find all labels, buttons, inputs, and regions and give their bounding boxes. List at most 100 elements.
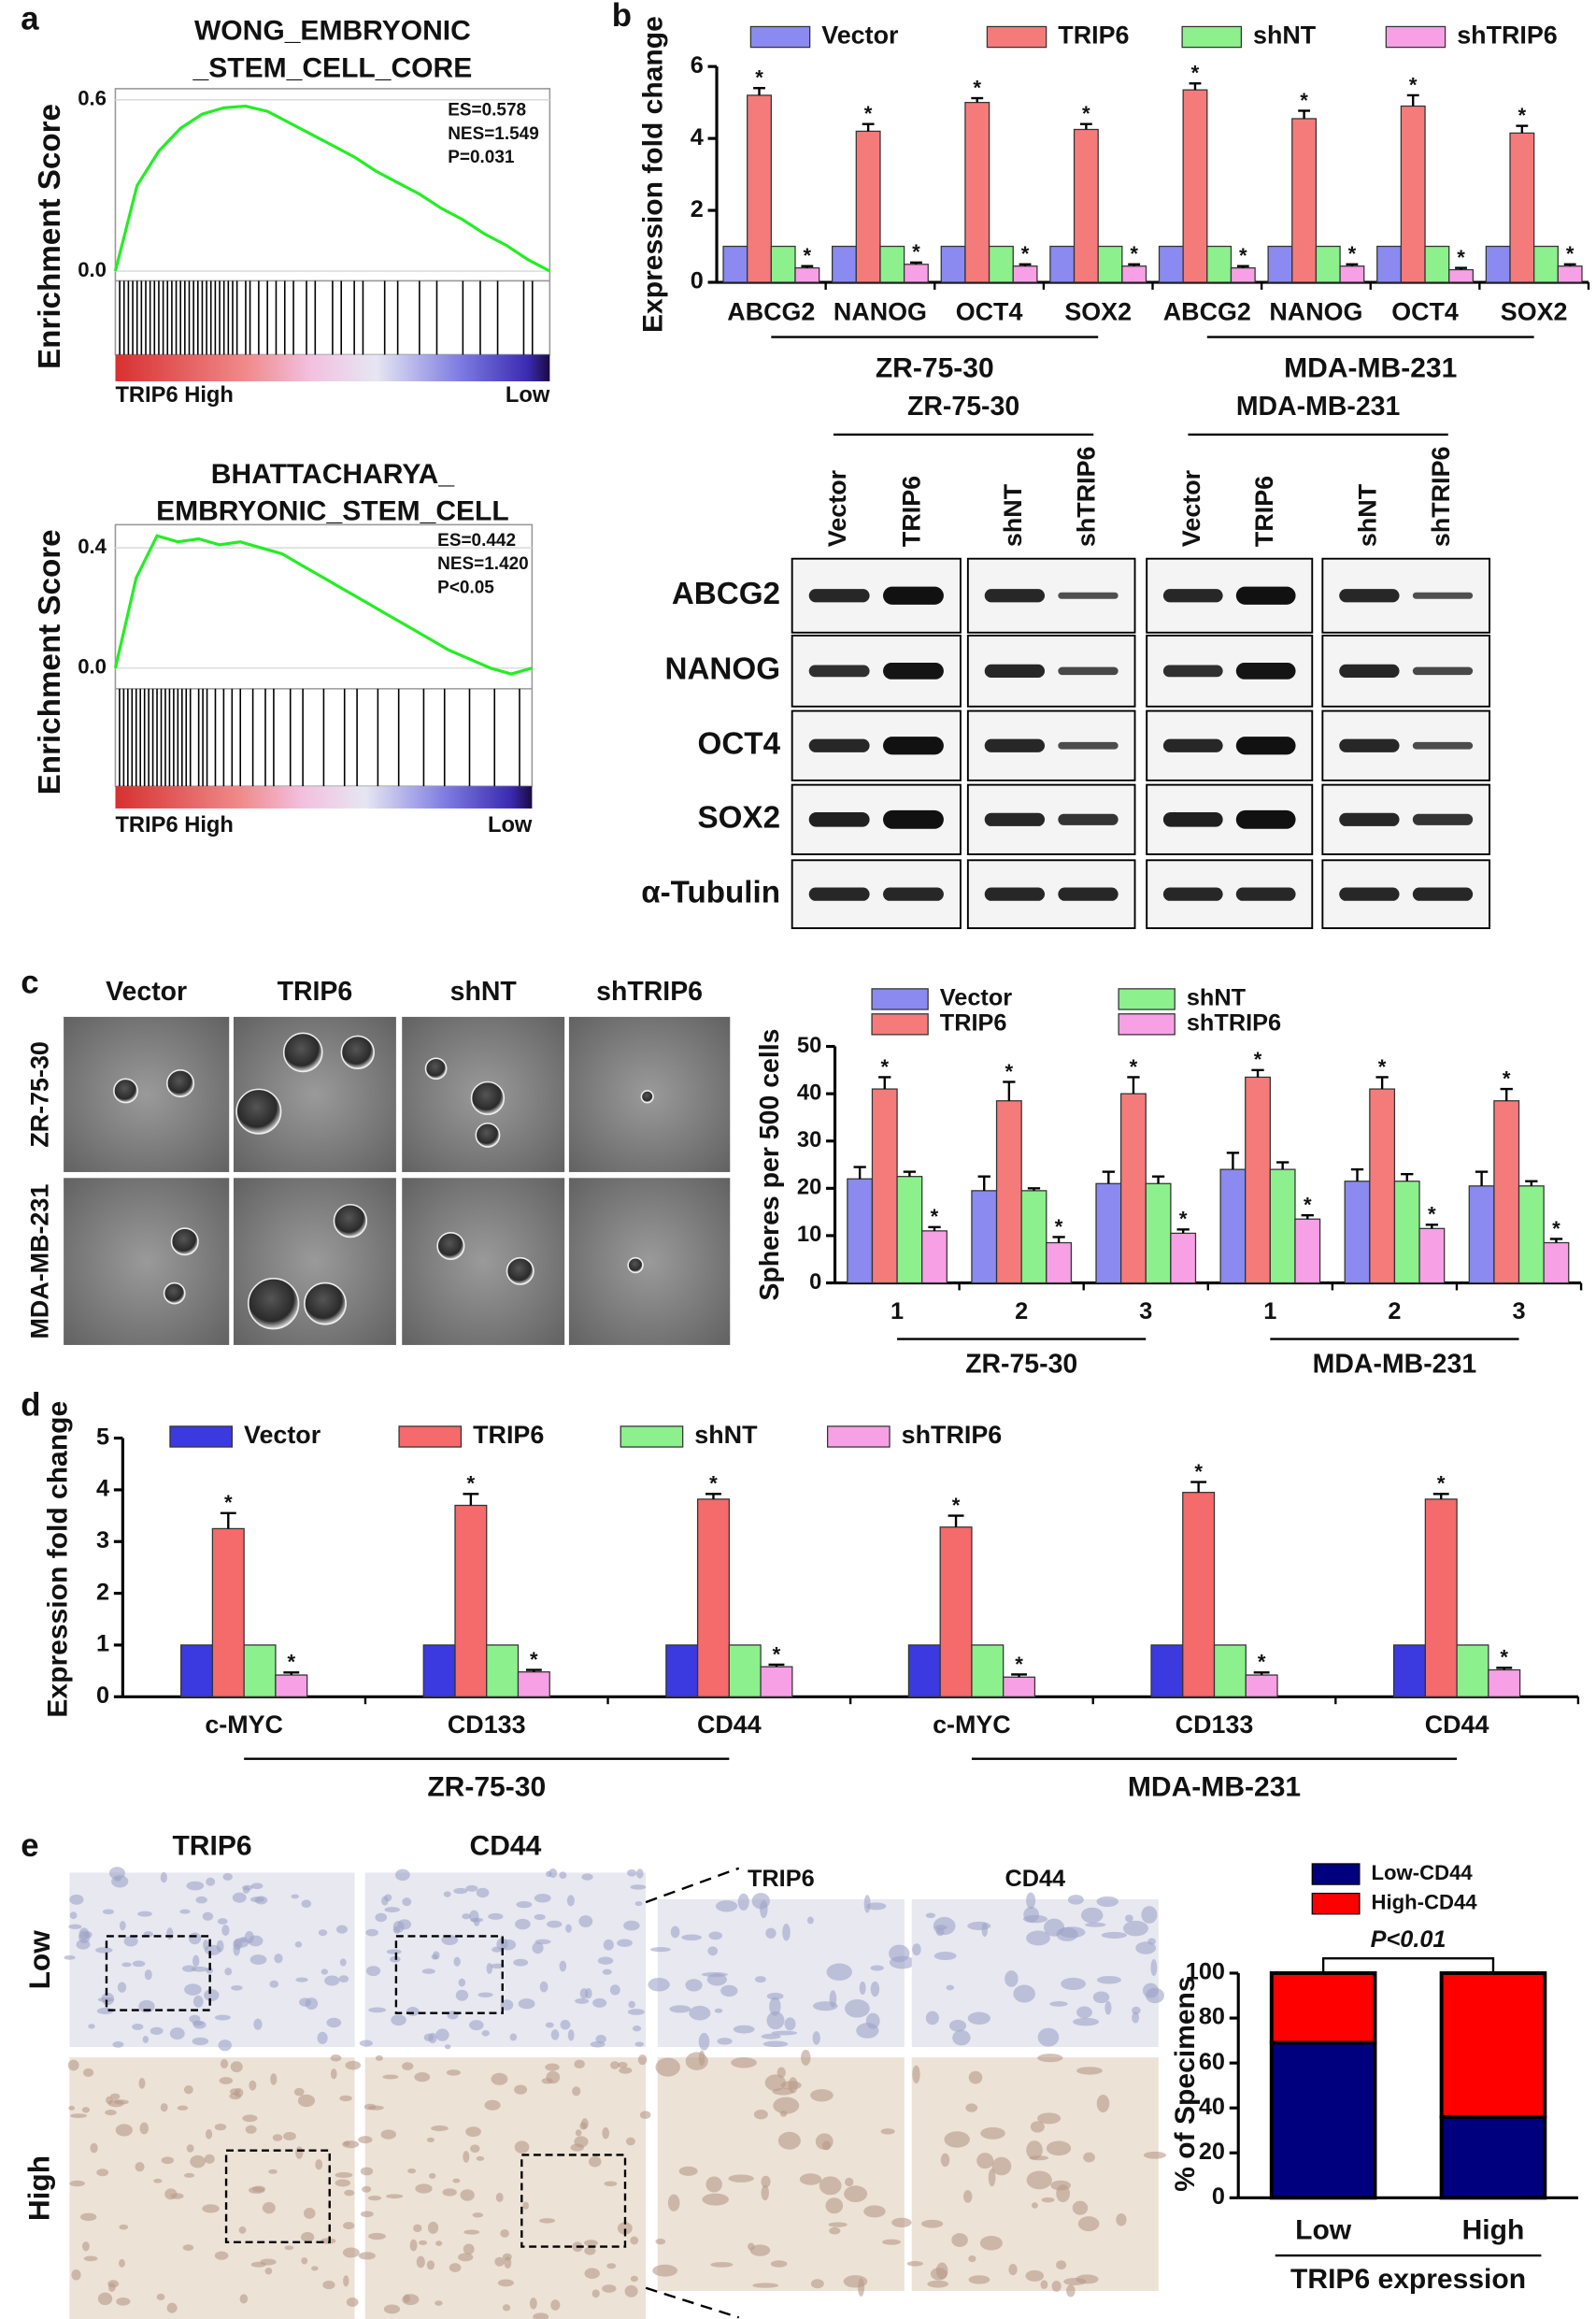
blot-band <box>1412 887 1474 901</box>
significance-marker: * <box>1191 62 1200 85</box>
nucleus <box>301 2257 308 2265</box>
legend-swatch <box>749 25 811 49</box>
nucleus <box>509 2033 518 2041</box>
nucleus <box>604 2181 618 2187</box>
blot-band <box>883 809 944 829</box>
nucleus <box>592 1997 607 2008</box>
nucleus <box>698 2050 705 2066</box>
significance-marker: * <box>1566 242 1575 265</box>
significance-marker: * <box>709 1472 718 1496</box>
nucleus <box>584 2246 596 2255</box>
nucleus <box>443 1891 451 1897</box>
nucleus <box>988 2169 996 2187</box>
blot-band <box>984 738 1046 752</box>
nucleus <box>539 2218 556 2224</box>
x-tick-label: c-MYC <box>933 1711 1011 1739</box>
nucleus <box>416 2255 425 2269</box>
nucleus <box>1073 2017 1099 2026</box>
bar <box>896 1176 923 1284</box>
bar <box>1206 245 1233 283</box>
nucleus <box>423 2033 435 2041</box>
nucleus <box>623 1920 640 1931</box>
nucleus <box>472 2212 484 2218</box>
nucleus <box>575 1997 590 2004</box>
blot-band <box>1412 813 1474 825</box>
significance-marker: * <box>912 240 920 264</box>
significance-marker: * <box>1194 1460 1203 1483</box>
nucleus <box>83 2068 94 2078</box>
bar <box>855 130 881 283</box>
nucleus <box>409 2239 418 2252</box>
x-tick-label: OCT4 <box>1391 297 1459 325</box>
nucleus <box>156 2293 165 2301</box>
nucleus <box>360 2167 374 2176</box>
lane-label: Vector <box>823 469 851 547</box>
nucleus <box>95 1947 113 1954</box>
error-bar <box>977 1175 990 1191</box>
nucleus <box>343 2140 350 2146</box>
nucleus <box>321 1968 329 1975</box>
error-bar <box>1406 93 1419 107</box>
nucleus <box>274 1954 283 1964</box>
protein-label: α-Tubulin <box>641 875 780 909</box>
y-axis-label: Enrichment Score <box>33 529 67 794</box>
nucleus <box>630 2236 639 2245</box>
nucleus <box>132 1960 146 1968</box>
nucleus <box>403 2294 410 2303</box>
nucleus <box>560 2019 571 2030</box>
legend-label: Low-CD44 <box>1372 1861 1474 1884</box>
nucleus <box>343 2275 349 2287</box>
significance-marker: * <box>880 1055 889 1079</box>
nucleus <box>343 2222 355 2230</box>
nucleus <box>1059 1926 1086 1939</box>
error-bar <box>1525 1180 1538 1186</box>
y-tick-label: 10 <box>797 1223 821 1247</box>
nucleus <box>138 2078 146 2089</box>
y-tick-label: 50 <box>797 1034 821 1058</box>
nucleus <box>1025 2269 1045 2282</box>
blot-band <box>1162 665 1223 678</box>
nucleus <box>101 1992 115 2006</box>
nucleus <box>435 2240 443 2246</box>
nucleus <box>581 1873 593 1881</box>
significance-marker: * <box>1300 89 1308 112</box>
error-bar <box>853 1166 866 1180</box>
nucleus <box>1037 2027 1060 2047</box>
nucleus <box>1096 1975 1121 1984</box>
nucleus <box>720 1984 738 1997</box>
y-tick-label: 0 <box>96 1682 109 1709</box>
nucleus <box>906 2261 923 2267</box>
zoom-connector <box>645 1867 740 1904</box>
bar <box>1245 1076 1271 1284</box>
nucleus <box>930 2268 948 2281</box>
y-axis-label: Spheres per 500 cells <box>755 1029 785 1301</box>
nucleus <box>1076 2274 1099 2284</box>
ihc-column-label: CD44 <box>470 1831 542 1862</box>
error-bar <box>1425 1224 1439 1229</box>
bar <box>1291 118 1318 283</box>
error-bar <box>1236 265 1249 268</box>
bar <box>971 1644 1005 1697</box>
nucleus <box>944 2131 970 2148</box>
nucleus <box>670 1925 680 1939</box>
error-bar <box>928 1225 941 1231</box>
nucleus <box>229 2093 242 2100</box>
nucleus <box>655 2057 680 2077</box>
nucleus <box>689 2005 711 2021</box>
nucleus <box>1116 2213 1127 2226</box>
nucleus <box>458 1978 466 1987</box>
error-bar <box>1549 1238 1563 1243</box>
x-tick-label: ABCG2 <box>727 297 815 325</box>
bar <box>760 1666 793 1697</box>
nucleus <box>619 2067 633 2074</box>
bar <box>1369 1088 1396 1284</box>
nucleus <box>685 2052 708 2070</box>
bar <box>1230 266 1256 283</box>
nucleus <box>1083 2152 1095 2163</box>
nucleus <box>239 2294 249 2304</box>
error-bar <box>948 1514 964 1527</box>
y-tick-label: 40 <box>797 1081 821 1105</box>
nucleus <box>748 2242 755 2251</box>
nucleus <box>90 2142 98 2154</box>
